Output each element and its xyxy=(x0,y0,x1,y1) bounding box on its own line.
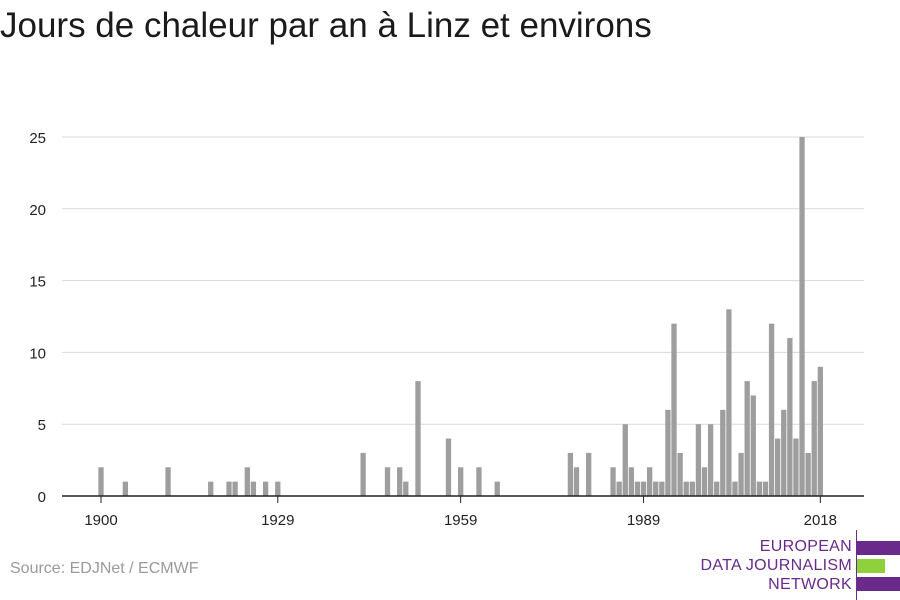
bar xyxy=(458,467,464,496)
bar xyxy=(275,481,281,496)
bar xyxy=(689,481,695,496)
logo-line-2: DATA JOURNALISM xyxy=(700,557,852,574)
bars xyxy=(98,137,823,496)
bar xyxy=(384,467,391,496)
bar xyxy=(628,467,635,496)
bar xyxy=(732,481,738,496)
bar xyxy=(634,481,641,496)
bar xyxy=(415,381,421,496)
gridlines xyxy=(62,136,864,425)
bar xyxy=(762,481,769,496)
bar xyxy=(445,438,452,496)
bar xyxy=(122,481,129,496)
bar xyxy=(165,467,171,496)
bar xyxy=(360,452,366,496)
bar xyxy=(262,481,269,496)
bar xyxy=(817,366,823,496)
bar xyxy=(707,424,714,496)
bar xyxy=(671,323,677,496)
bar xyxy=(726,309,732,496)
axes: 0 5 10 15 20 25 1900 1929 1959 1989 2018 xyxy=(29,130,864,529)
bar xyxy=(811,381,817,496)
bar xyxy=(250,481,257,496)
y-tick-label: 5 xyxy=(38,417,46,434)
bar xyxy=(586,452,592,496)
bar xyxy=(494,481,500,496)
bar xyxy=(683,481,689,496)
bar xyxy=(695,424,702,496)
bar xyxy=(659,481,665,496)
logo-bar-purple-top xyxy=(857,541,900,555)
bar xyxy=(653,481,659,496)
bar xyxy=(750,395,756,496)
bar xyxy=(226,481,232,496)
bar xyxy=(622,424,628,496)
logo-bar-purple-bottom xyxy=(857,577,900,591)
x-tick-label: 1929 xyxy=(261,512,294,529)
x-tick-label: 1989 xyxy=(627,512,660,529)
y-tick-label: 20 xyxy=(29,202,46,219)
logo-line-3: NETWORK xyxy=(768,576,852,593)
logo-line-1: EUROPEAN xyxy=(759,538,852,555)
bar xyxy=(98,467,104,496)
bar xyxy=(665,409,671,496)
y-tick-label: 15 xyxy=(29,274,46,291)
bar xyxy=(756,481,763,496)
bar xyxy=(701,467,708,496)
bar xyxy=(244,467,250,496)
bar xyxy=(775,438,781,496)
source-note: Source: EDJNet / ECMWF xyxy=(10,560,199,577)
logo-bar-green xyxy=(857,559,885,573)
bar xyxy=(403,481,409,496)
bar xyxy=(573,467,580,496)
y-tick-label: 25 xyxy=(29,130,46,147)
logo-divider xyxy=(856,530,857,600)
bar xyxy=(793,438,799,496)
x-tick-label: 1900 xyxy=(84,512,117,529)
bar xyxy=(640,481,647,496)
bar xyxy=(232,481,238,496)
chart-title: Jours de chaleur par an à Linz et enviro… xyxy=(0,6,652,45)
x-tick-label: 2018 xyxy=(804,512,837,529)
bar xyxy=(720,409,726,496)
bar xyxy=(805,452,811,496)
x-tick-label: 1959 xyxy=(444,512,477,529)
bar xyxy=(677,452,683,496)
bar xyxy=(799,137,805,496)
y-tick-label: 10 xyxy=(29,345,46,362)
bar xyxy=(768,323,775,496)
bar xyxy=(744,381,750,496)
bar xyxy=(646,467,653,496)
y-tick-label: 0 xyxy=(38,489,46,506)
bar xyxy=(738,452,744,496)
bar xyxy=(476,467,482,496)
bar xyxy=(567,452,574,496)
bar xyxy=(787,338,793,496)
bar xyxy=(610,467,616,496)
bar xyxy=(208,481,214,496)
bar xyxy=(781,409,787,496)
bar xyxy=(714,481,720,496)
edjnet-logo: EUROPEAN DATA JOURNALISM NETWORK xyxy=(700,530,900,600)
bar xyxy=(616,481,622,496)
bar xyxy=(397,467,403,496)
